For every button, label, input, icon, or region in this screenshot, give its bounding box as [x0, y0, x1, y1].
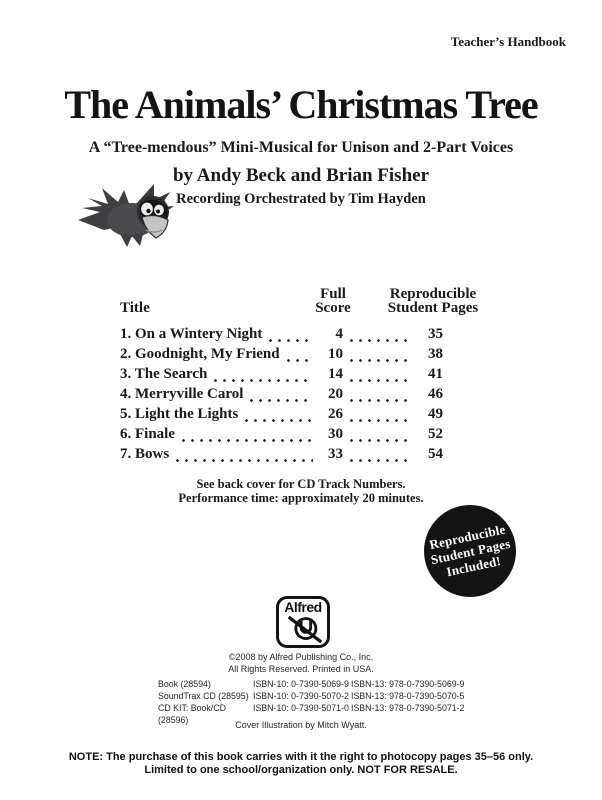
- subtitle: A “Tree-mendous” Mini-Musical for Unison…: [88, 139, 514, 156]
- dot-leader: [347, 419, 409, 422]
- performance-time-note: Performance time: approximately 20 minut…: [178, 491, 424, 505]
- contents-row: 4. Merryville Carol 20 46: [120, 386, 443, 406]
- dot-leader: [347, 459, 409, 462]
- column-header-student-pages-line1: Reproducible: [389, 286, 477, 302]
- reproducible-badge-text: Reproducible Student Pages Included!: [426, 521, 515, 582]
- contents-row: 5. Light the Lights 26 49: [120, 406, 443, 426]
- full-score-page: 33: [328, 446, 343, 462]
- product-isbn10: ISBN-10: 0-7390-5070-2: [253, 691, 349, 701]
- column-header-full-score: Full Score: [298, 286, 368, 316]
- alfred-logo-mark-icon: [287, 615, 323, 644]
- dot-leader: [179, 439, 313, 442]
- product-name: CD KIT: Book/CD (28596): [158, 703, 226, 725]
- contents-row: 6. Finale 30 52: [120, 426, 443, 446]
- song-title: 6. Finale: [120, 426, 175, 442]
- dot-leader: [242, 419, 313, 422]
- contents-list: 1. On a Wintery Night 4 35 2. Goodnight,…: [120, 326, 443, 466]
- cd-and-performance-notes: See back cover for CD Track Numbers. Per…: [0, 477, 602, 505]
- dot-leader: [211, 379, 313, 382]
- song-title: 5. Light the Lights: [120, 406, 239, 422]
- copyright-block: ©2008 by Alfred Publishing Co., Inc. All…: [0, 652, 602, 675]
- product-isbn10: ISBN-10: 0-7390-5069-9: [253, 679, 349, 689]
- full-score-page: 30: [328, 426, 343, 442]
- student-page: 35: [428, 326, 443, 342]
- column-header-title: Title: [120, 300, 150, 316]
- dot-leader: [247, 399, 313, 402]
- author-byline: by Andy Beck and Brian Fisher: [172, 165, 430, 186]
- dot-leader: [173, 459, 313, 462]
- dot-leader: [347, 399, 409, 402]
- photocopy-note: NOTE: The purchase of this book carries …: [0, 751, 602, 777]
- contents-header: Title Full Score Reproducible Student Pa…: [120, 286, 520, 316]
- product-isbn13: ISBN-13: 978-0-7390-5069-9: [351, 679, 465, 689]
- dot-leader: [347, 359, 409, 362]
- dot-leader: [347, 379, 409, 382]
- product-isbn13: ISBN-13: 978-0-7390-5070-5: [351, 691, 465, 701]
- full-score-page: 20: [328, 386, 343, 402]
- student-page: 54: [428, 446, 443, 462]
- dot-leader: [347, 339, 409, 342]
- contents-row: 7. Bows 33 54: [120, 446, 443, 466]
- copyright-line1: ©2008 by Alfred Publishing Co., Inc.: [228, 652, 374, 662]
- full-score-page: 14: [328, 366, 343, 382]
- photocopy-note-line1: NOTE: The purchase of this book carries …: [68, 751, 534, 763]
- product-isbn13: ISBN-13: 978-0-7390-5071-2: [351, 703, 465, 713]
- crow-illustration: [78, 184, 174, 247]
- full-score-page: 26: [328, 406, 343, 422]
- contents-row: 3. The Search 14 41: [120, 366, 443, 386]
- product-isbn10: ISBN-10: 0-7390-5071-0: [253, 703, 349, 713]
- dot-leader: [347, 439, 409, 442]
- song-title: 2. Goodnight, My Friend: [120, 346, 280, 362]
- song-title: 7. Bows: [120, 446, 170, 462]
- alfred-logo-wordmark: Alfred: [284, 599, 322, 615]
- contents-row: 2. Goodnight, My Friend 10 38: [120, 346, 443, 366]
- student-page: 52: [428, 426, 443, 442]
- dot-leader: [283, 359, 313, 362]
- product-name: Book (28594): [158, 679, 211, 689]
- student-page: 41: [428, 366, 443, 382]
- dot-leader: [266, 339, 313, 342]
- copyright-line2: All Rights Reserved. Printed in USA.: [228, 663, 374, 674]
- photocopy-note-line2: Limited to one school/organization only.…: [144, 764, 458, 776]
- cd-track-note: See back cover for CD Track Numbers.: [196, 477, 406, 491]
- orchestration-credit: Recording Orchestrated by Tim Hayden: [176, 191, 426, 207]
- contents-row: 1. On a Wintery Night 4 35: [120, 326, 443, 346]
- edition-label: Teacher’s Handbook: [450, 34, 566, 49]
- cover-illustration-credit: Cover Illustration by Mitch Wyatt.: [235, 720, 367, 730]
- column-header-student-pages: Reproducible Student Pages: [363, 286, 503, 316]
- isbn-table: Book (28594) ISBN-10: 0-7390-5069-9 ISBN…: [158, 678, 491, 726]
- column-header-full-score-line2: Score: [315, 300, 351, 316]
- column-header-full-score-line1: Full: [320, 286, 346, 302]
- reproducible-badge: Reproducible Student Pages Included!: [424, 505, 516, 597]
- alfred-logo: Alfred: [276, 596, 330, 648]
- student-page: 49: [428, 406, 443, 422]
- page-title: The Animals’ Christmas Tree: [64, 82, 538, 127]
- song-title: 4. Merryville Carol: [120, 386, 244, 402]
- product-name: SoundTrax CD (28595): [158, 691, 249, 701]
- student-page: 38: [428, 346, 443, 362]
- column-header-student-pages-line2: Student Pages: [387, 300, 479, 316]
- full-score-page: 10: [328, 346, 343, 362]
- song-title: 3. The Search: [120, 366, 208, 382]
- song-title: 1. On a Wintery Night: [120, 326, 263, 342]
- student-page: 46: [428, 386, 443, 402]
- full-score-page: 4: [335, 326, 344, 342]
